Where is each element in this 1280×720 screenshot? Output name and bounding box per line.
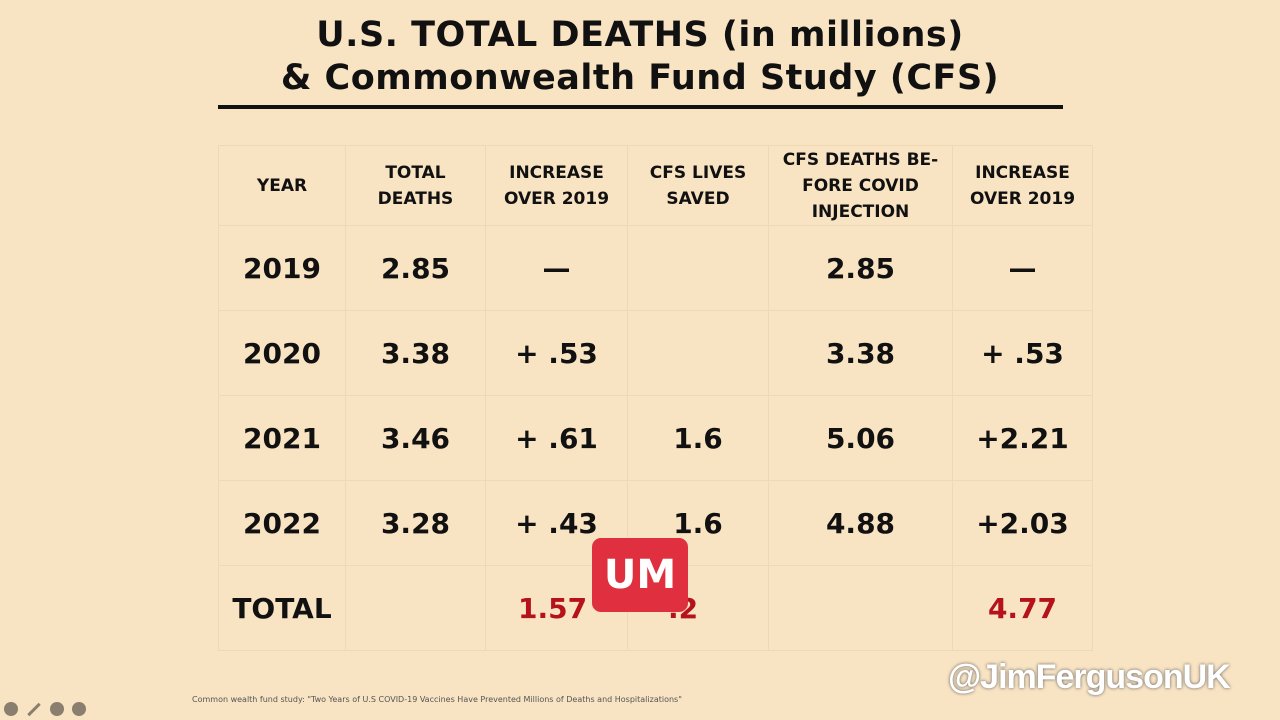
slide-title: U.S. TOTAL DEATHS (in millions) & Common… <box>0 14 1280 100</box>
pen-icon[interactable] <box>27 702 41 717</box>
cell: 3.28 <box>345 480 486 566</box>
header-increase: INCREASE OVER 2019 <box>485 145 628 226</box>
total-row: TOTAL 1.57 .2 4.77 <box>218 565 1093 651</box>
cell: 2022 <box>218 480 346 566</box>
menu-icon[interactable] <box>50 702 64 716</box>
header-year: YEAR <box>218 145 346 226</box>
cell: 2021 <box>218 395 346 481</box>
table-row: 2022 3.28 + .43 1.6 4.88 +2.03 <box>218 480 1093 566</box>
cell: — <box>485 225 628 311</box>
cell: + .53 <box>485 310 628 396</box>
cell: 2.85 <box>768 225 953 311</box>
previous-icon[interactable] <box>4 702 18 716</box>
cell: + .61 <box>485 395 628 481</box>
cell: +2.21 <box>952 395 1093 481</box>
table-row: 2021 3.46 + .61 1.6 5.06 +2.21 <box>218 395 1093 481</box>
cell: 3.38 <box>345 310 486 396</box>
title-underline <box>218 105 1063 109</box>
total-increase-cfs: 4.77 <box>952 565 1093 651</box>
cell: 1.6 <box>627 395 769 481</box>
cell: — <box>952 225 1093 311</box>
cell: 2019 <box>218 225 346 311</box>
title-line-1: U.S. TOTAL DEATHS (in millions) <box>316 15 964 55</box>
cell <box>627 310 769 396</box>
title-line-2: & Commonwealth Fund Study (CFS) <box>280 58 1000 98</box>
header-row: YEAR TOTAL DEATHS INCREASE OVER 2019 CFS… <box>218 145 1093 226</box>
cell <box>768 565 953 651</box>
table-row: 2020 3.38 + .53 3.38 + .53 <box>218 310 1093 396</box>
table-row: 2019 2.85—2.85— <box>218 225 1093 311</box>
cell: + .53 <box>952 310 1093 396</box>
cell: 4.88 <box>768 480 953 566</box>
header-increase-cfs: INCREASE OVER 2019 <box>952 145 1093 226</box>
cell: 3.38 <box>768 310 953 396</box>
overlay-badge: UM <box>592 538 688 612</box>
header-cfs-deaths: CFS DEATHS BE-FORE COVID INJECTION <box>768 145 953 226</box>
cell <box>345 565 486 651</box>
header-cfs-lives-saved: CFS LIVES SAVED <box>627 145 769 226</box>
cell: 3.46 <box>345 395 486 481</box>
deaths-table: YEAR TOTAL DEATHS INCREASE OVER 2019 CFS… <box>218 145 1093 651</box>
footnote: Common wealth fund study: "Two Years of … <box>192 695 682 704</box>
total-label: TOTAL <box>218 565 346 651</box>
cell: 5.06 <box>768 395 953 481</box>
cell <box>627 225 769 311</box>
cell: +2.03 <box>952 480 1093 566</box>
cell: 2020 <box>218 310 346 396</box>
watermark: @JimFergusonUK <box>948 658 1231 696</box>
cell: 2.85 <box>345 225 486 311</box>
slide-controls <box>4 702 86 717</box>
next-icon[interactable] <box>72 702 86 716</box>
header-total-deaths: TOTAL DEATHS <box>345 145 486 226</box>
